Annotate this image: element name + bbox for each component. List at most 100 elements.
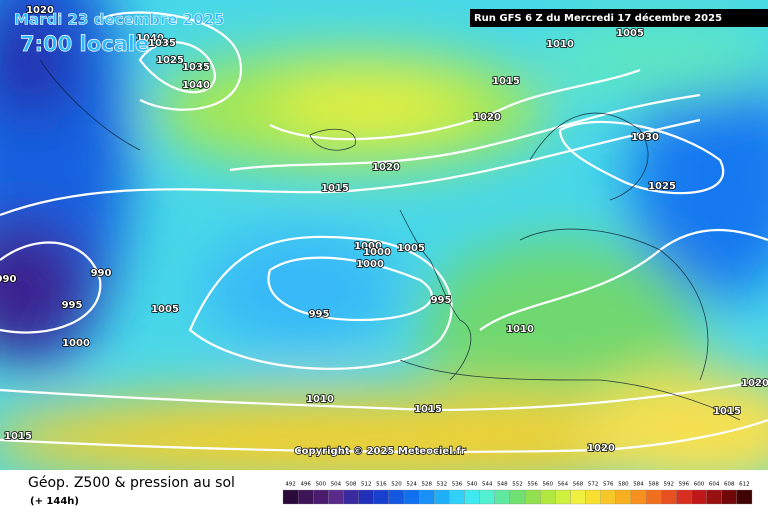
isobar-label: 1020 <box>26 5 54 16</box>
isobar-label: 1005 <box>397 243 425 254</box>
colorbar-swatch <box>479 489 495 505</box>
colorbar-swatch <box>706 489 722 505</box>
colorbar-swatch <box>358 489 374 505</box>
isobar-label: 1035 <box>182 62 210 73</box>
time-label: 7:00 locale <box>20 32 149 56</box>
colorbar-swatch <box>419 489 435 505</box>
isobar-label: 1025 <box>648 181 676 192</box>
colorbar-swatch <box>721 489 738 505</box>
colorbar-swatch <box>343 489 359 505</box>
isobar-label: 1040 <box>182 80 210 91</box>
isobar-label: 1020 <box>741 378 768 389</box>
isobar-label: 1030 <box>631 132 659 143</box>
colorbar-swatch <box>615 489 632 505</box>
colorbar-label: 568 <box>573 482 584 488</box>
colorbar-label: 548 <box>497 482 508 488</box>
colorbar-label: 564 <box>558 482 569 488</box>
isobar-label: 990 <box>91 268 112 279</box>
colorbar-swatch <box>661 489 677 505</box>
isobar-label: 1040 <box>136 33 164 44</box>
colorbar-swatch <box>494 489 511 505</box>
colorbar-swatch <box>388 489 405 505</box>
colorbar-swatch <box>373 489 390 505</box>
isobar-label: 1010 <box>546 39 574 50</box>
colorbar-label: 612 <box>739 482 750 488</box>
colorbar-swatch <box>736 489 753 505</box>
isobar-label: 1010 <box>506 324 534 335</box>
colorbar-label: 584 <box>633 482 644 488</box>
isobar-label: 1035 <box>148 38 176 49</box>
run-label: Run GFS 6 Z du Mercredi 17 décembre 2025 <box>474 12 722 24</box>
isobar-label: 1005 <box>616 28 644 39</box>
footer-lead: (+ 144h) <box>30 496 79 507</box>
colorbar-label: 536 <box>452 482 463 488</box>
colorbar-swatch <box>282 489 299 505</box>
isobar-label: 1000 <box>354 241 382 252</box>
field <box>0 0 768 490</box>
colorbar-swatch <box>464 489 480 505</box>
colorbar-label: 588 <box>648 482 659 488</box>
isobar-label: 1015 <box>713 406 741 417</box>
isobar-label: 1000 <box>62 338 90 349</box>
isobar-label: 1005 <box>151 304 179 315</box>
colorbar-label: 608 <box>724 482 735 488</box>
colorbar-swatch <box>509 489 526 505</box>
colorbar-label: 500 <box>316 482 327 488</box>
colorbar-label: 580 <box>618 482 629 488</box>
colorbar-swatch <box>676 489 692 505</box>
colorbar-label: 576 <box>603 482 614 488</box>
colorbar-label: 508 <box>346 482 357 488</box>
colorbar-label: 600 <box>694 482 705 488</box>
colorbar-swatch <box>403 489 420 505</box>
colorbar-swatch <box>449 489 465 505</box>
isobar-label: 1025 <box>156 55 184 66</box>
isobar-label: 990 <box>0 274 16 285</box>
colorbar-swatch <box>524 489 541 505</box>
colorbar-swatch <box>555 489 571 505</box>
colorbar-label: 592 <box>664 482 675 488</box>
colorbar-swatch <box>313 489 329 505</box>
isobar-label: 995 <box>431 295 452 306</box>
isobar-label: 1020 <box>372 162 400 173</box>
colorbar-swatch <box>540 489 556 505</box>
colorbar-label: 504 <box>331 482 342 488</box>
isobar-label: 1015 <box>4 431 32 442</box>
colorbar-swatch <box>434 489 450 505</box>
isobar-label: 995 <box>62 300 83 311</box>
isobar-label: 995 <box>309 309 330 320</box>
colorbar-label: 532 <box>437 482 448 488</box>
isobar-label: 1015 <box>321 183 349 194</box>
colorbar-label: 560 <box>543 482 554 488</box>
colorbar-swatch <box>630 489 647 505</box>
isobar-label: 1020 <box>473 112 501 123</box>
colorbar-label: 492 <box>285 482 296 488</box>
colorbar-label: 524 <box>406 482 417 488</box>
colorbar-swatch <box>645 489 662 505</box>
colorbar: 492 496 500 504 508 512 516 520 524 528 532 536 540 5… <box>282 482 753 505</box>
colorbar-label: 512 <box>361 482 372 488</box>
isobar-labels: 1020104010351025103510401005101010151020… <box>0 4 768 455</box>
colorbar-label: 552 <box>512 482 523 488</box>
colorbar-swatch <box>585 489 601 505</box>
colorbar-label: 572 <box>588 482 599 488</box>
colorbar-swatch <box>328 489 344 505</box>
colorbar-label: 516 <box>376 482 387 488</box>
run-box <box>470 9 768 27</box>
colorbar-label: 540 <box>467 482 478 488</box>
copyright: Copyright © 2025 Meteociel.fr <box>294 446 465 457</box>
colorbar-swatch <box>600 489 616 505</box>
date-label: Mardi 23 decembre 2025 <box>14 11 225 29</box>
isobar-label: 1015 <box>492 76 520 87</box>
colorbar-label: 556 <box>527 482 538 488</box>
colorbar-swatch <box>297 489 314 505</box>
isobar-label: 1020 <box>587 443 615 454</box>
isobar-label: 1015 <box>414 404 442 415</box>
colorbar-label: 596 <box>679 482 690 488</box>
colorbar-swatch <box>691 489 707 505</box>
isobar-label: 1010 <box>306 394 334 405</box>
isobar-label: 1000 <box>363 247 391 258</box>
isobar-label: 1000 <box>356 259 384 270</box>
colorbar-label: 496 <box>300 482 311 488</box>
colorbar-label: 544 <box>482 482 493 488</box>
